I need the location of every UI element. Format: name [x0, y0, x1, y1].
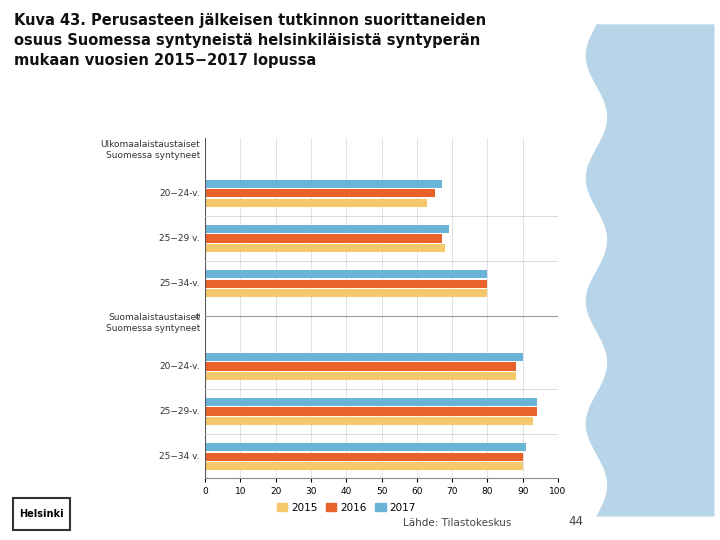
Text: 44: 44: [569, 515, 583, 528]
Bar: [205, 244, 445, 252]
Bar: [205, 199, 428, 207]
Text: Helsinki: Helsinki: [19, 509, 63, 519]
Text: ø: ø: [194, 312, 200, 321]
Bar: [205, 234, 441, 242]
Text: 25−29 v.: 25−29 v.: [159, 234, 200, 243]
Bar: [205, 462, 523, 470]
Bar: [205, 353, 523, 361]
Bar: [205, 408, 537, 416]
Bar: [205, 372, 516, 380]
Text: Suomalaistaustaiset
Suomessa syntyneet: Suomalaistaustaiset Suomessa syntyneet: [106, 313, 200, 333]
Bar: [205, 417, 534, 425]
FancyBboxPatch shape: [13, 498, 70, 530]
Bar: [205, 270, 487, 279]
Bar: [205, 180, 441, 188]
Text: Ulkomaalaistaustaiset
Suomessa syntyneet: Ulkomaalaistaustaiset Suomessa syntyneet: [100, 140, 200, 160]
Text: Lähde: Tilastokeskus: Lähde: Tilastokeskus: [403, 518, 512, 528]
Text: 25−34 v.: 25−34 v.: [159, 453, 200, 461]
Bar: [205, 225, 449, 233]
Bar: [205, 443, 526, 451]
Bar: [205, 453, 523, 461]
Bar: [205, 362, 516, 370]
Text: 20−24-v.: 20−24-v.: [159, 362, 200, 371]
Bar: [205, 289, 487, 298]
Text: 25−34-v.: 25−34-v.: [159, 279, 200, 288]
Text: 20−24-v.: 20−24-v.: [159, 189, 200, 198]
Bar: [205, 280, 487, 288]
Bar: [205, 398, 537, 406]
Bar: [205, 189, 434, 198]
Legend: 2015, 2016, 2017: 2015, 2016, 2017: [272, 498, 420, 517]
Text: 25−29-v.: 25−29-v.: [159, 407, 200, 416]
Text: Kuva 43. Perusasteen jälkeisen tutkinnon suorittaneiden
osuus Suomessa syntyneis: Kuva 43. Perusasteen jälkeisen tutkinnon…: [14, 14, 487, 68]
